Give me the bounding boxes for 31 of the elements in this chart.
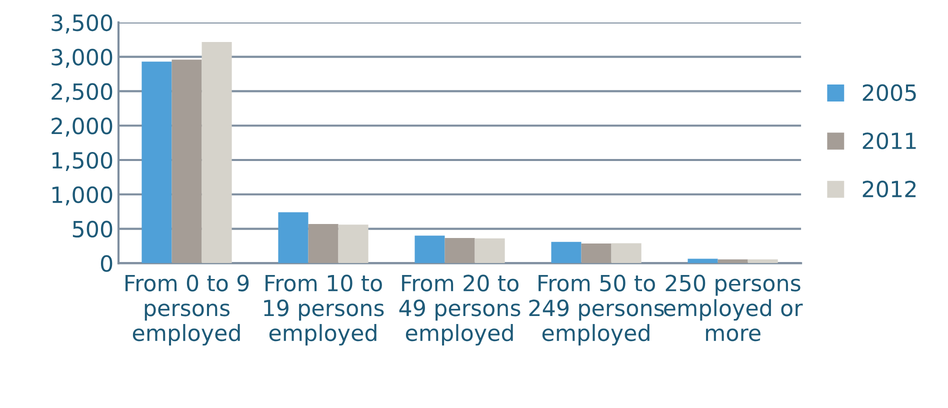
bar: [611, 243, 642, 264]
y-tick-label: 3,500: [52, 14, 112, 34]
bar: [718, 259, 748, 264]
y-tick-label: 500: [72, 220, 112, 238]
bar: [308, 224, 338, 264]
bar: [202, 42, 232, 264]
x-tick-label: From 20 to 49 persons employed: [399, 274, 520, 346]
x-tick-label: From 10 to 19 persons employed: [264, 274, 384, 346]
bar: [414, 236, 445, 264]
y-tick-label: 1,500: [52, 152, 112, 172]
legend-label: 2005: [862, 84, 916, 102]
bar: [172, 60, 202, 264]
x-tick-label: 250 persons employed or more: [664, 274, 803, 342]
x-tick-label: From 0 to 9 persons employed: [126, 274, 249, 346]
x-tick-label: From 50 to 249 persons employed: [529, 274, 664, 346]
bar: [338, 224, 368, 264]
bar: [142, 62, 172, 264]
bar: [688, 258, 718, 264]
y-tick-label: 1,000: [52, 186, 112, 206]
legend-label: 2011: [862, 132, 916, 150]
bar: [474, 238, 505, 264]
y-tick-label: 2,000: [52, 118, 112, 137]
bar: [551, 242, 582, 264]
y-tick-label: 2,500: [52, 83, 112, 102]
y-tick-label: 3,000: [52, 48, 112, 68]
bar: [278, 212, 308, 264]
bar: [581, 244, 612, 264]
legend-label: 2012: [862, 180, 916, 198]
bar: [444, 238, 475, 264]
y-tick-label: 0: [100, 255, 112, 272]
bar: [748, 259, 778, 264]
